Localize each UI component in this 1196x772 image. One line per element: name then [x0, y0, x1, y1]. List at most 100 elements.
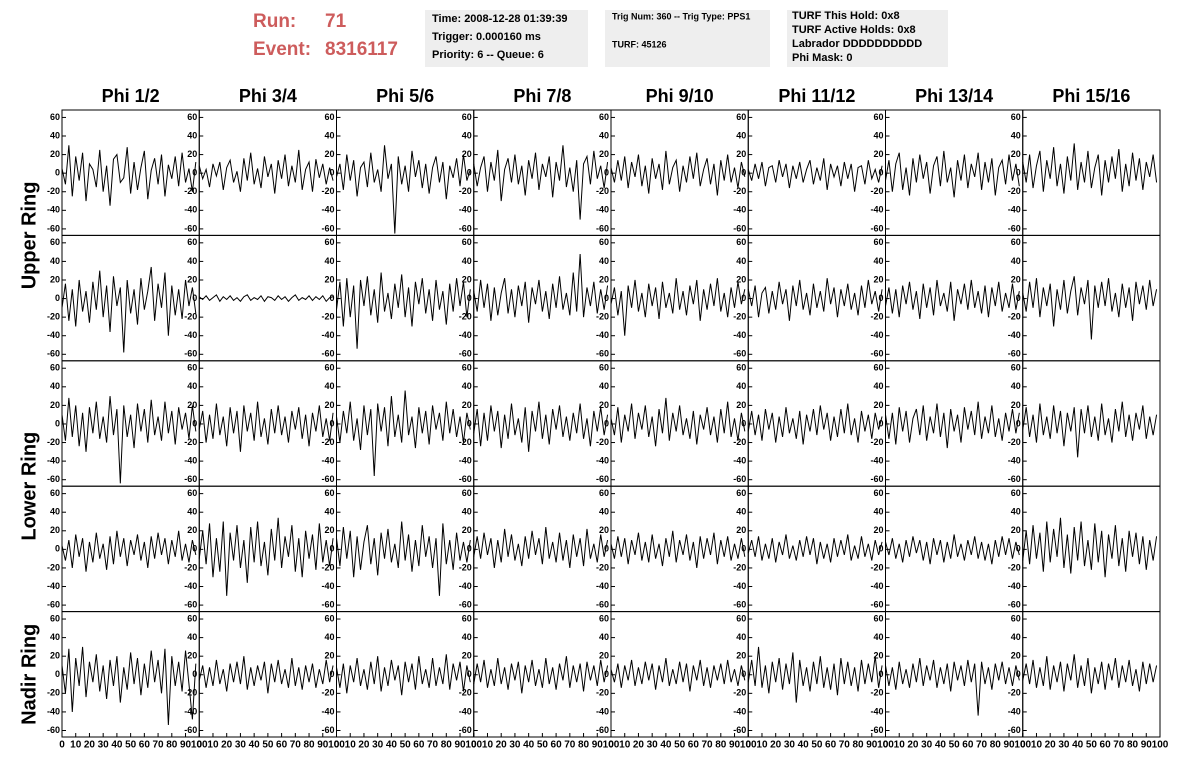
y-tick-label: 60: [1011, 613, 1021, 623]
x-tick-label: 90: [592, 740, 604, 751]
panel-frame: [610, 485, 749, 613]
waveform: [610, 150, 746, 196]
y-tick-label: 0: [1016, 544, 1021, 554]
y-tick-label: 60: [873, 363, 883, 373]
y-tick-label: -60: [47, 223, 60, 233]
panel-frame: [885, 109, 1024, 236]
y-tick-label: 0: [192, 544, 197, 554]
x-tick-label: 30: [509, 740, 521, 751]
y-tick-label: -60: [184, 349, 197, 359]
waveform: [885, 534, 1020, 565]
x-tick-label: 70: [702, 740, 714, 751]
y-tick-label: 40: [1011, 381, 1021, 391]
y-tick-label: -60: [459, 223, 472, 233]
y-tick-label: 40: [187, 507, 197, 517]
waveform: [885, 279, 1020, 321]
x-tick-label: 60: [825, 740, 837, 751]
y-tick-label: 60: [50, 488, 60, 498]
event-label: Event:: [253, 39, 311, 60]
y-tick-label: -40: [733, 205, 746, 215]
x-tick-label: 70: [290, 740, 302, 751]
y-tick-label: 20: [1011, 274, 1021, 284]
y-tick-label: -20: [47, 186, 60, 196]
y-tick-label: 60: [736, 237, 746, 247]
y-tick-label: 60: [1011, 237, 1021, 247]
x-tick-label: 90: [180, 740, 192, 751]
y-tick-label: 20: [1011, 400, 1021, 410]
y-tick-label: 20: [599, 274, 609, 284]
x-tick-label: 0: [59, 740, 65, 751]
y-tick-label: 60: [873, 112, 883, 122]
waveform: [473, 253, 609, 323]
y-tick-label: 40: [599, 507, 609, 517]
info-box: [425, 10, 588, 67]
y-tick-label: -60: [184, 725, 197, 735]
x-tick-label: 0: [471, 740, 477, 751]
x-tick-label: 10: [482, 740, 494, 751]
y-tick-label: -20: [733, 437, 746, 447]
waveform: [747, 158, 883, 192]
y-tick-label: -40: [596, 581, 609, 591]
column-title: Phi 9/10: [646, 86, 714, 106]
y-tick-label: 60: [873, 613, 883, 623]
y-tick-label: 40: [736, 130, 746, 140]
y-tick-label: -60: [596, 349, 609, 359]
y-tick-label: -20: [47, 312, 60, 322]
y-tick-label: -40: [596, 706, 609, 716]
y-tick-label: 0: [878, 293, 883, 303]
x-tick-label: 100: [191, 740, 208, 751]
y-tick-label: 40: [873, 256, 883, 266]
waveform: [1022, 654, 1158, 694]
y-tick-label: 20: [324, 149, 334, 159]
info-box: [605, 10, 770, 67]
y-tick-label: -20: [1008, 312, 1021, 322]
waveform: [747, 278, 883, 321]
y-tick-label: 20: [599, 149, 609, 159]
y-tick-label: -60: [459, 725, 472, 735]
panel-frame: [336, 360, 475, 487]
y-tick-label: -60: [184, 599, 197, 609]
y-tick-label: 0: [467, 168, 472, 178]
y-tick-label: 0: [878, 544, 883, 554]
y-tick-label: 60: [599, 613, 609, 623]
y-tick-label: -40: [733, 455, 746, 465]
y-tick-label: 40: [1011, 507, 1021, 517]
panel-frame: [336, 109, 475, 236]
y-tick-label: 60: [50, 237, 60, 247]
info-text: TURF: 45126: [612, 39, 667, 49]
panel-frame: [198, 234, 337, 362]
y-tick-label: 60: [324, 363, 334, 373]
y-tick-label: 60: [187, 488, 197, 498]
x-tick-label: 30: [98, 740, 110, 751]
y-tick-label: 0: [467, 418, 472, 428]
x-tick-label: 40: [798, 740, 810, 751]
y-tick-label: -40: [596, 205, 609, 215]
x-tick-label: 20: [221, 740, 233, 751]
y-tick-label: -60: [596, 725, 609, 735]
y-tick-label: 40: [736, 507, 746, 517]
y-tick-label: -20: [870, 688, 883, 698]
x-tick-label: 10: [1031, 740, 1043, 751]
y-tick-label: -40: [459, 706, 472, 716]
y-tick-label: 60: [462, 363, 472, 373]
y-tick-label: 0: [329, 669, 334, 679]
y-tick-label: -60: [184, 474, 197, 484]
x-tick-label: 50: [400, 740, 412, 751]
run-number: 71: [325, 11, 347, 32]
y-tick-label: -40: [321, 455, 334, 465]
waveform: [473, 401, 609, 452]
y-tick-label: 20: [187, 274, 197, 284]
x-tick-label: 70: [839, 740, 851, 751]
x-tick-label: 30: [647, 740, 659, 751]
waveform: [61, 396, 197, 484]
column-title: Phi 13/14: [915, 86, 993, 106]
y-tick-label: -20: [596, 186, 609, 196]
column-title: Phi 1/2: [102, 86, 160, 106]
run-label: Run:: [253, 11, 296, 32]
y-tick-label: 40: [873, 632, 883, 642]
x-tick-label: 70: [564, 740, 576, 751]
panel-frame: [198, 485, 337, 613]
y-tick-label: -60: [1008, 474, 1021, 484]
y-tick-label: 40: [462, 256, 472, 266]
waveform: [198, 149, 334, 194]
